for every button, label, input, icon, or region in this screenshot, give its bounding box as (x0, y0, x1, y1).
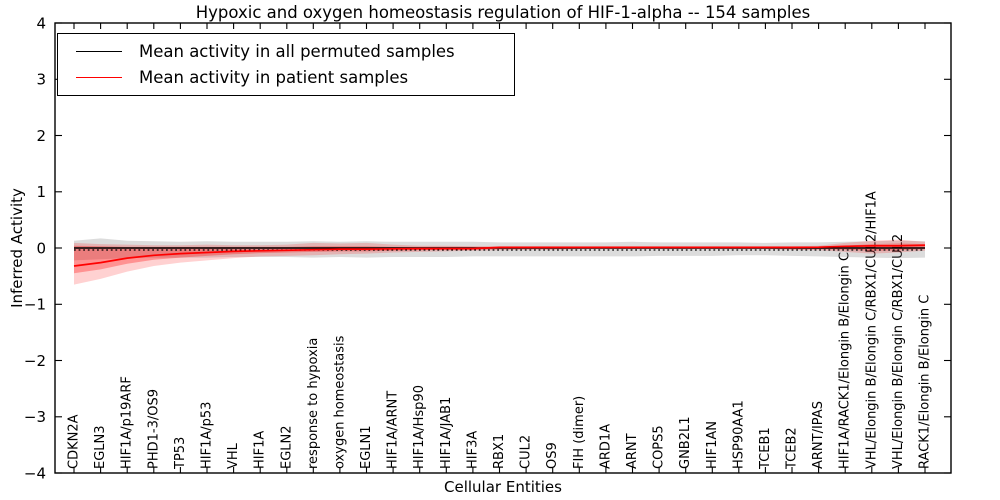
x-tick-label: TCEB1 (758, 427, 773, 470)
legend-item-patient: Mean activity in patient samples (58, 68, 514, 87)
legend-label: Mean activity in all permuted samples (139, 41, 455, 61)
x-tick-label: VHL/Elongin B/Elongin C/RBX1/CUL2/HIF1A (864, 191, 879, 469)
x-tick-label: CUL2 (519, 435, 534, 469)
permuted-band (74, 238, 925, 261)
x-tick-label: ARNT/IPAS (811, 401, 826, 469)
y-tick-label: 1 (36, 183, 46, 201)
x-tick-label: HIF1A/RACK1/Elongin B/Elongin C (838, 252, 853, 469)
patient-line-swatch (76, 77, 122, 79)
y-tick-label: −1 (24, 296, 46, 314)
chart-title: Hypoxic and oxygen homeostasis regulatio… (195, 3, 811, 22)
x-tick-label: HSP90AA1 (731, 400, 746, 469)
x-tick-label: HIF3A (465, 431, 480, 469)
x-tick-label: GNB2L1 (678, 416, 693, 469)
x-tick-label: RBX1 (492, 434, 507, 469)
x-tick-label: TP53 (173, 437, 188, 470)
x-axis-label: Cellular Entities (444, 478, 562, 496)
x-tick-label: FIH (dimer) (572, 396, 587, 469)
y-tick-label: −4 (24, 464, 46, 482)
x-tick-label: HIF1A/p19ARF (120, 376, 135, 469)
x-tick-label: EGLN2 (279, 425, 294, 469)
x-tick-label: HIF1A (253, 431, 268, 469)
x-tick-label: TCEB2 (785, 427, 800, 470)
x-tick-label: OS9 (545, 442, 560, 469)
y-tick-label: 4 (36, 14, 46, 32)
patient-band-outer (74, 239, 925, 285)
x-tick-label: EGLN1 (359, 425, 374, 469)
y-tick-label: 3 (36, 71, 46, 89)
x-tick-label: EGLN3 (93, 425, 108, 469)
x-tick-label: CDKN2A (67, 414, 82, 469)
legend-label: Mean activity in patient samples (139, 68, 409, 88)
x-tick-label: HIF1AN (705, 421, 720, 469)
x-tick-label: ARD1A (598, 424, 613, 469)
legend-item-permuted: Mean activity in all permuted samples (58, 42, 514, 61)
y-tick-label: 0 (36, 239, 46, 257)
x-tick-label: COPS5 (652, 425, 667, 469)
y-tick-label: −2 (24, 352, 46, 370)
x-tick-label: RACK1/Elongin B/Elongin C (918, 295, 933, 469)
x-tick-label: HIF1A/Hsp90 (412, 385, 427, 469)
y-tick-label: −3 (24, 408, 46, 426)
y-tick-label: 2 (36, 127, 46, 145)
legend: Mean activity in all permuted samples Me… (57, 33, 515, 96)
x-tick-label: HIF1A/ARNT (386, 391, 401, 469)
permuted-line-swatch (76, 50, 122, 52)
x-tick-label: oxygen homeostasis (332, 335, 347, 469)
x-tick-label: VHL (226, 442, 241, 469)
x-tick-label: VHL/Elongin B/Elongin C/RBX1/CUL2 (891, 234, 906, 469)
x-tick-label: PHD1-3/OS9 (146, 389, 161, 469)
x-tick-label: HIF1A/p53 (200, 402, 215, 469)
x-tick-label: ARNT (625, 433, 640, 469)
x-tick-label: HIF1A/JAB1 (439, 397, 454, 469)
x-tick-label: response to hypoxia (306, 338, 321, 469)
patient-mean-line (73, 244, 926, 267)
